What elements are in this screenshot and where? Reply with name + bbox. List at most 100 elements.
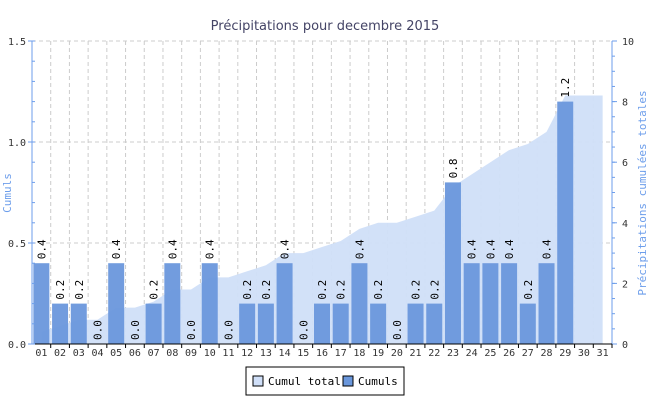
x-tick-label: 08	[166, 348, 178, 359]
bar-label-10: 0.4	[204, 239, 217, 259]
bar-label-08: 0.4	[166, 239, 179, 259]
bar-21	[407, 303, 424, 344]
bar-label-05: 0.4	[110, 239, 123, 259]
bar-24	[463, 263, 480, 344]
legend-swatch-cumul-total	[252, 375, 264, 387]
x-tick-label: 12	[241, 348, 253, 359]
y-tick-label-right: 6	[622, 158, 628, 169]
x-tick-label: 18	[353, 348, 365, 359]
bar-03	[70, 303, 87, 344]
x-tick-label: 27	[522, 348, 534, 359]
x-tick-label: 09	[185, 348, 197, 359]
bar-label-21: 0.2	[410, 280, 423, 300]
x-tick-label: 04	[91, 348, 103, 359]
y-axis-label-left: Cumuls	[1, 173, 14, 213]
bar-label-02: 0.2	[54, 280, 67, 300]
chart-title: Précipitations pour decembre 2015	[211, 19, 440, 34]
x-tick-label: 01	[35, 348, 47, 359]
bar-29	[557, 101, 574, 344]
x-tick-label: 06	[129, 348, 141, 359]
bar-12	[239, 303, 256, 344]
bar-label-29: 1.2	[559, 78, 572, 98]
x-tick-label: 24	[466, 348, 478, 359]
bar-07	[145, 303, 162, 344]
bar-16	[314, 303, 330, 344]
y-tick-label-left: 1.0	[8, 138, 26, 149]
bar-label-25: 0.4	[484, 239, 497, 259]
legend-label-cumuls: Cumuls	[358, 375, 398, 388]
y-tick-label-right: 8	[622, 98, 628, 109]
bar-label-04: 0.0	[91, 320, 104, 340]
y-tick-label-right: 0	[622, 340, 628, 351]
x-tick-label: 21	[410, 348, 422, 359]
x-tick-label: 26	[503, 348, 515, 359]
x-tick-label: 28	[540, 348, 552, 359]
x-tick-label: 07	[148, 348, 160, 359]
bar-label-11: 0.0	[222, 320, 235, 340]
legend-swatch-cumuls	[342, 375, 354, 387]
bar-label-09: 0.0	[185, 320, 198, 340]
bar-label-27: 0.2	[522, 280, 535, 300]
bar-label-24: 0.4	[466, 239, 479, 259]
bar-18	[351, 263, 368, 344]
y-tick-label-left: 0.5	[8, 239, 26, 250]
legend: Cumul total Cumuls	[245, 366, 405, 396]
bar-label-07: 0.2	[148, 280, 161, 300]
x-tick-label: 03	[73, 348, 85, 359]
bar-label-17: 0.2	[335, 280, 348, 300]
bar-05	[108, 263, 125, 344]
y-tick-label-left: 0.0	[8, 340, 26, 351]
bar-10	[201, 263, 218, 344]
bar-label-19: 0.2	[372, 280, 385, 300]
x-tick-label: 31	[597, 348, 609, 359]
bar-25	[482, 263, 499, 344]
y-tick-label-left: 1.5	[8, 37, 26, 48]
bar-label-23: 0.8	[447, 159, 460, 179]
bar-label-20: 0.0	[391, 320, 404, 340]
y-tick-label-right: 2	[622, 279, 628, 290]
legend-label-cumul-total: Cumul total	[268, 375, 341, 388]
x-tick-label: 13	[260, 348, 272, 359]
y-axis-label-right: Précipitations cumulées totales	[636, 90, 649, 295]
bar-label-06: 0.0	[129, 320, 142, 340]
bar-label-18: 0.4	[353, 239, 366, 259]
x-tick-label: 30	[578, 348, 590, 359]
x-tick-label: 15	[297, 348, 309, 359]
bar-label-22: 0.2	[428, 280, 441, 300]
bar-01	[33, 263, 50, 344]
bar-label-12: 0.2	[241, 280, 254, 300]
x-tick-label: 17	[335, 348, 347, 359]
x-tick-label: 22	[428, 348, 440, 359]
x-tick-label: 10	[204, 348, 216, 359]
bar-27	[519, 303, 536, 344]
bar-13	[257, 303, 274, 344]
bar-02	[52, 303, 69, 344]
x-tick-label: 11	[222, 348, 234, 359]
bar-label-13: 0.2	[260, 280, 273, 300]
x-tick-label: 25	[484, 348, 496, 359]
x-tick-label: 19	[372, 348, 384, 359]
x-tick-label: 14	[279, 348, 291, 359]
bar-label-15: 0.0	[297, 320, 310, 340]
x-tick-label: 16	[316, 348, 328, 359]
bar-22	[426, 303, 443, 344]
bar-17	[332, 303, 349, 344]
area-cumul-total	[41, 95, 603, 344]
bar-label-14: 0.4	[279, 239, 292, 259]
y-tick-label-right: 4	[622, 219, 628, 230]
x-tick-label: 20	[391, 348, 403, 359]
bar-14	[276, 263, 293, 344]
y-tick-label-right: 10	[622, 37, 634, 48]
bar-label-01: 0.4	[35, 239, 48, 259]
bar-26	[501, 263, 518, 344]
bar-label-26: 0.4	[503, 239, 516, 259]
bar-28	[538, 263, 555, 344]
bar-08	[164, 263, 181, 344]
bar-19	[370, 303, 387, 344]
x-tick-label: 02	[54, 348, 66, 359]
bar-label-28: 0.4	[541, 239, 554, 259]
bar-label-03: 0.2	[73, 280, 86, 300]
bar-label-16: 0.2	[316, 280, 329, 300]
bar-23	[444, 182, 461, 344]
